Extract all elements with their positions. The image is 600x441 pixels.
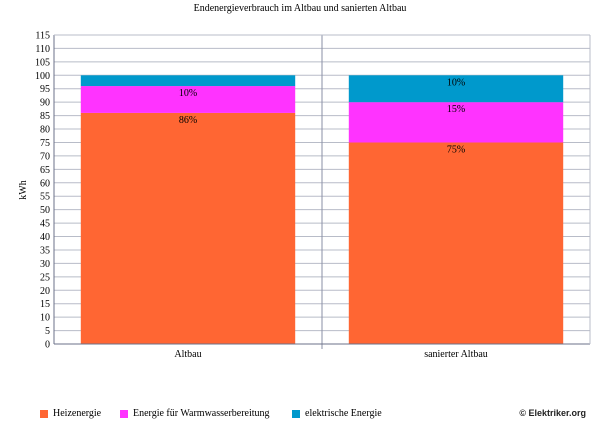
legend-item-elektrische-energie: elektrische Energie: [292, 408, 382, 419]
legend-label: elektrische Energie: [305, 408, 382, 419]
legend: Heizenergie Energie für Warmwasserbereit…: [40, 408, 600, 424]
y-tick-label: 40: [40, 232, 50, 243]
y-tick-label: 20: [40, 286, 50, 297]
bar-segment: [80, 112, 296, 344]
bars: [80, 75, 564, 344]
data-label: 75%: [447, 144, 465, 155]
legend-swatch: [120, 409, 128, 418]
axes: [53, 34, 591, 345]
y-tick-label: 90: [40, 98, 50, 109]
y-tick-label: 60: [40, 178, 50, 189]
bar-segment: [348, 102, 564, 143]
y-tick-label: 30: [40, 259, 50, 270]
data-labels: 86% 10% 75% 15% 10%: [179, 77, 465, 155]
x-tick-label: sanierter Altbau: [424, 349, 488, 360]
y-tick-label: 75: [40, 138, 50, 149]
y-tick-label: 5: [45, 326, 50, 337]
y-tick-label: 10: [40, 313, 50, 324]
bar-segment: [80, 75, 296, 87]
y-tick-label: 65: [40, 165, 50, 176]
y-tick-label: 80: [40, 125, 50, 136]
x-tick-label: Altbau: [174, 349, 201, 360]
y-tick-label: 85: [40, 111, 50, 122]
y-tick-label: 15: [40, 299, 50, 310]
y-tick-label: 70: [40, 151, 50, 162]
bar-segment: [348, 142, 564, 344]
legend-swatch: [40, 409, 48, 418]
y-tick-label: 105: [35, 57, 50, 68]
x-tick-labels: Altbau sanierter Altbau: [174, 349, 487, 360]
legend-item-heizenergie: Heizenergie: [40, 408, 101, 419]
y-axis-label: kWh: [18, 180, 29, 199]
legend-swatch: [292, 409, 300, 418]
y-tick-label: 45: [40, 219, 50, 230]
y-tick-label: 115: [35, 31, 50, 42]
chart-title: Endenergieverbrauch im Altbau und sanier…: [194, 3, 407, 14]
y-tick-label: 25: [40, 272, 50, 283]
y-tick-label: 95: [40, 84, 50, 95]
data-label: 86%: [179, 115, 197, 126]
credit-text: © Elektriker.org: [519, 408, 586, 418]
legend-label: Energie für Warmwasserbereitung: [133, 408, 270, 419]
y-tick-label: 50: [40, 205, 50, 216]
bar-segment: [80, 86, 296, 113]
data-label: 15%: [447, 104, 465, 115]
legend-label: Heizenergie: [53, 408, 102, 419]
bar-segment: [348, 75, 564, 103]
y-tick-label: 55: [40, 192, 50, 203]
y-tick-label: 0: [45, 340, 50, 351]
data-label: 10%: [447, 77, 465, 88]
data-label: 10%: [179, 88, 197, 99]
legend-item-warmwasser: Energie für Warmwasserbereitung: [120, 408, 270, 419]
y-tick-labels: 0 5 10 15 20 25 30 35 40 45 50 55 60 65 70 75 80 85 90 95 10…: [35, 31, 50, 351]
y-tick-label: 110: [35, 44, 50, 55]
y-tick-label: 100: [35, 71, 50, 82]
y-tick-label: 35: [40, 245, 50, 256]
